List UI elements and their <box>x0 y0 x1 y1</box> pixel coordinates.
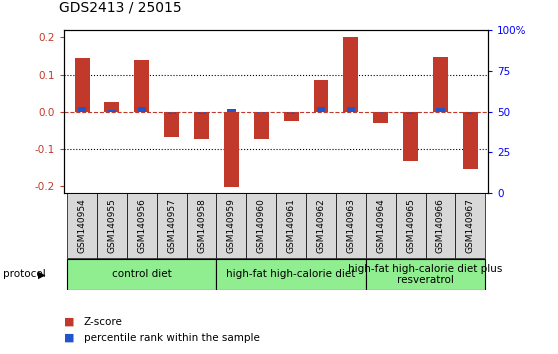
Text: ▶: ▶ <box>38 269 45 279</box>
FancyBboxPatch shape <box>97 193 127 258</box>
Bar <box>164 112 179 137</box>
Text: GSM140954: GSM140954 <box>78 198 86 253</box>
FancyBboxPatch shape <box>246 193 276 258</box>
Bar <box>194 112 209 139</box>
Text: GSM140963: GSM140963 <box>347 198 355 253</box>
FancyBboxPatch shape <box>366 193 396 258</box>
FancyBboxPatch shape <box>426 193 455 258</box>
Text: control diet: control diet <box>112 269 172 279</box>
Text: GSM140956: GSM140956 <box>137 198 146 253</box>
Text: GSM140964: GSM140964 <box>376 198 385 253</box>
Bar <box>406 112 415 114</box>
Bar <box>377 112 385 113</box>
FancyBboxPatch shape <box>186 193 217 258</box>
Bar <box>287 112 295 114</box>
Bar <box>134 60 150 112</box>
Bar <box>403 112 418 161</box>
Text: GSM140965: GSM140965 <box>406 198 415 253</box>
FancyBboxPatch shape <box>67 193 97 258</box>
Text: Z-score: Z-score <box>84 317 123 327</box>
Text: GSM140960: GSM140960 <box>257 198 266 253</box>
Text: GSM140959: GSM140959 <box>227 198 236 253</box>
Bar <box>347 107 355 112</box>
FancyBboxPatch shape <box>366 259 485 290</box>
Text: GSM140958: GSM140958 <box>197 198 206 253</box>
Bar <box>138 107 146 112</box>
Text: high-fat high-calorie diet plus
resveratrol: high-fat high-calorie diet plus resverat… <box>348 263 503 285</box>
Text: ■: ■ <box>64 333 75 343</box>
Bar <box>463 112 478 169</box>
FancyBboxPatch shape <box>455 193 485 258</box>
Text: percentile rank within the sample: percentile rank within the sample <box>84 333 259 343</box>
Bar <box>227 109 235 112</box>
FancyBboxPatch shape <box>396 193 426 258</box>
Text: protocol: protocol <box>3 269 46 279</box>
Bar <box>317 107 325 112</box>
FancyBboxPatch shape <box>276 193 306 258</box>
Bar <box>167 112 176 114</box>
Text: GDS2413 / 25015: GDS2413 / 25015 <box>59 0 181 14</box>
Bar <box>198 112 206 114</box>
Bar <box>436 108 445 112</box>
Text: high-fat high-calorie diet: high-fat high-calorie diet <box>227 269 356 279</box>
FancyBboxPatch shape <box>306 193 336 258</box>
Text: ■: ■ <box>64 317 75 327</box>
Bar <box>224 112 239 187</box>
Text: GSM140955: GSM140955 <box>108 198 117 253</box>
Bar <box>104 102 119 112</box>
Bar <box>314 80 329 112</box>
Bar <box>343 38 358 112</box>
Bar <box>75 58 89 112</box>
Bar <box>466 112 474 114</box>
FancyBboxPatch shape <box>157 193 186 258</box>
Bar <box>108 110 116 112</box>
FancyBboxPatch shape <box>336 193 366 258</box>
FancyBboxPatch shape <box>217 193 246 258</box>
Bar <box>373 112 388 122</box>
Text: GSM140957: GSM140957 <box>167 198 176 253</box>
Bar <box>254 112 269 139</box>
FancyBboxPatch shape <box>67 259 217 290</box>
Bar <box>78 107 86 112</box>
FancyBboxPatch shape <box>127 193 157 258</box>
Bar <box>257 112 266 113</box>
Text: GSM140961: GSM140961 <box>287 198 296 253</box>
Text: GSM140967: GSM140967 <box>466 198 475 253</box>
Text: GSM140966: GSM140966 <box>436 198 445 253</box>
Bar <box>433 57 448 112</box>
Text: GSM140962: GSM140962 <box>316 198 325 253</box>
Bar <box>283 112 299 121</box>
FancyBboxPatch shape <box>217 259 366 290</box>
